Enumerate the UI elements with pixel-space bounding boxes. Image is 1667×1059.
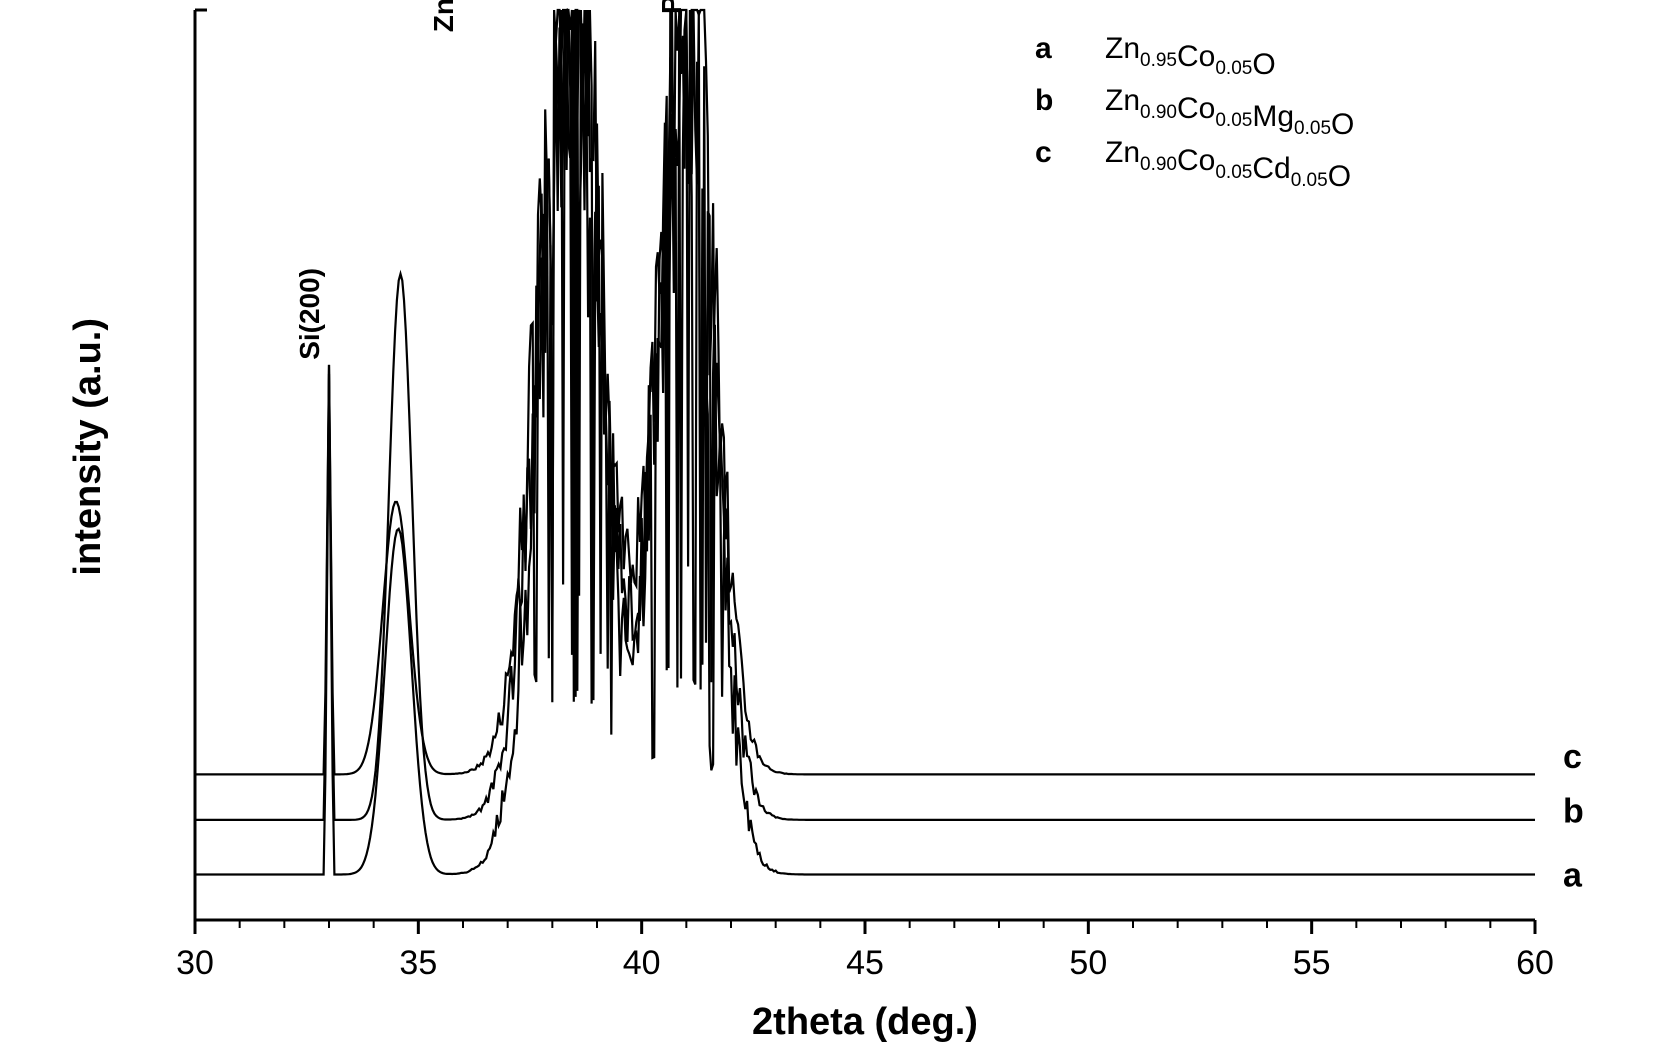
peak-label: ZnO(002) — [428, 0, 459, 32]
legend-key: c — [1035, 136, 1052, 169]
trace-end-label: a — [1563, 856, 1583, 894]
x-tick-label: 60 — [1516, 944, 1554, 982]
x-tick-label: 45 — [846, 944, 884, 982]
legend-formula: Zn0.90Co0.05Cd0.05O — [1105, 136, 1351, 193]
legend-key: a — [1035, 32, 1052, 65]
x-tick-label: 35 — [399, 944, 437, 982]
x-tick-label: 50 — [1069, 944, 1107, 982]
trace-end-label: b — [1563, 793, 1584, 831]
x-tick-label: 55 — [1293, 944, 1331, 982]
x-tick-label: 40 — [623, 944, 661, 982]
x-axis-label: 2theta (deg.) — [752, 1001, 978, 1043]
legend-key: b — [1035, 84, 1053, 117]
legend-formula: Zn0.90Co0.05Mg0.05O — [1105, 84, 1354, 141]
x-tick-label: 30 — [176, 944, 214, 982]
y-axis-label: intensity (a.u.) — [67, 318, 109, 576]
legend-formula: Zn0.95Co0.05O — [1105, 32, 1276, 81]
xrd-chart: 30 35 40 45 50 55 60 2theta (deg.) intensity (a.… — [0, 0, 1667, 1059]
peak-label: Pt(111) — [656, 0, 687, 14]
trace-end-label: c — [1563, 738, 1582, 776]
peak-label: Si(200) — [294, 268, 325, 360]
